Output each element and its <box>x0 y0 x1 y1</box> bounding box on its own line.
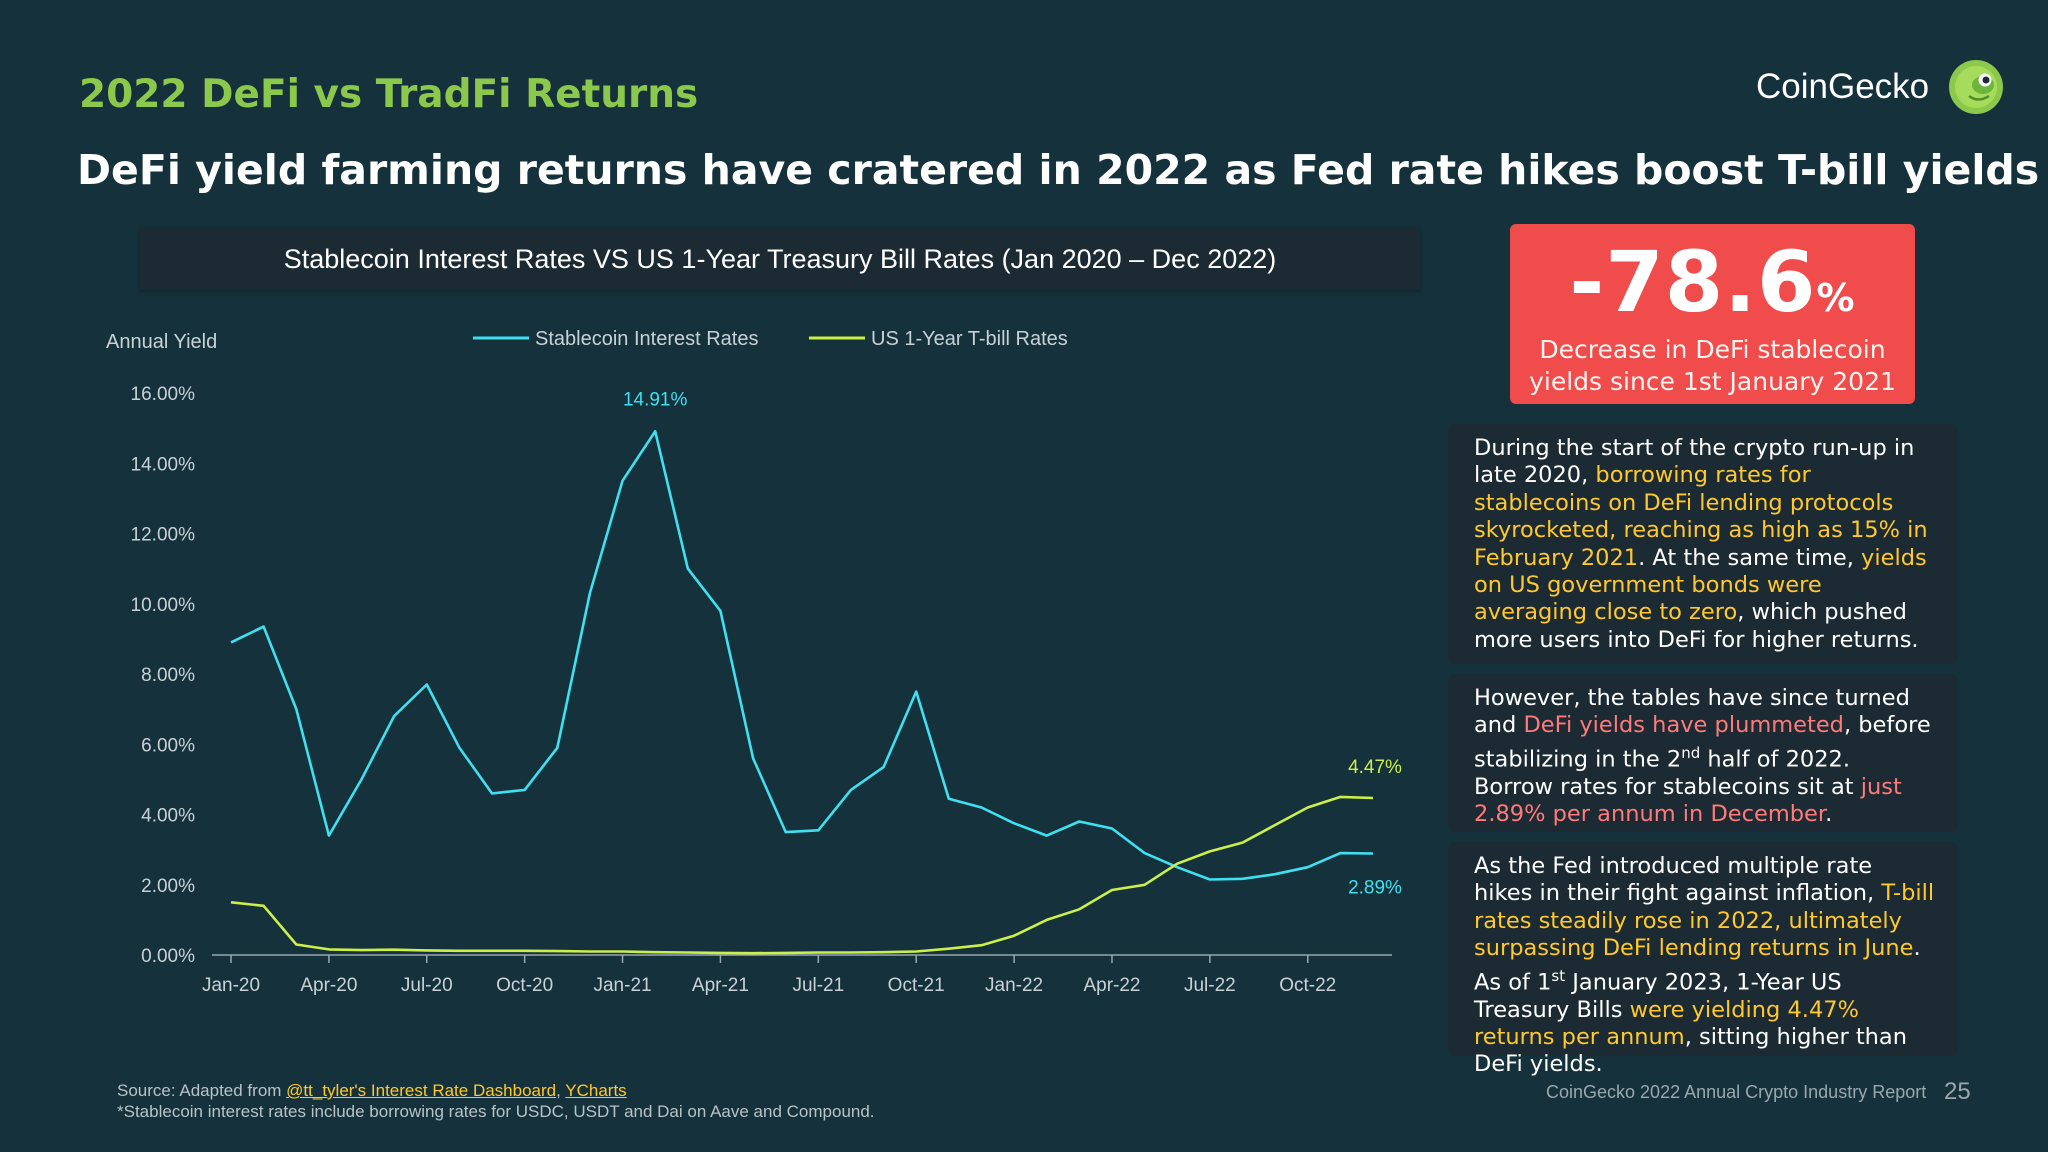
y-axis-label: Annual Yield <box>106 331 217 353</box>
legend-label: Stablecoin Interest Rates <box>535 328 758 350</box>
chart-title: Stablecoin Interest Rates VS US 1-Year T… <box>140 228 1420 290</box>
x-tick-label: Apr-20 <box>300 975 357 996</box>
source-link-ycharts[interactable]: YCharts <box>565 1081 627 1100</box>
x-tick-label: Oct-20 <box>496 975 553 996</box>
source-line: Source: Adapted from @tt_tyler's Interes… <box>117 1080 875 1101</box>
report-footer: CoinGecko 2022 Annual Crypto Industry Re… <box>1546 1082 1927 1102</box>
highlight-text: were yielding 4.47% returns per annum <box>1474 996 1859 1050</box>
y-tick-label: 10.00% <box>131 595 196 616</box>
data-label: 4.47% <box>1348 757 1402 778</box>
y-tick-label: 4.00% <box>141 806 195 827</box>
source-separator: , <box>556 1081 566 1100</box>
x-tick-label: Oct-22 <box>1279 975 1336 996</box>
legend-label: US 1-Year T-bill Rates <box>871 328 1068 350</box>
footnote: *Stablecoin interest rates include borro… <box>117 1102 875 1121</box>
stat-value: -78.6 <box>1569 233 1817 331</box>
insight-card-2: However, the tables have since turned an… <box>1448 674 1958 832</box>
stat-value-row: -78.6% <box>1510 240 1915 324</box>
stat-caption-line2: yields since 1st January 2021 <box>1529 367 1896 396</box>
body-text: . At the same time, <box>1638 544 1862 571</box>
body-text: During the start of the crypto run-up in… <box>1474 435 1915 489</box>
insight-text: However, the tables have since turned an… <box>1474 685 1936 829</box>
series-line-2 <box>230 795 1374 955</box>
y-tick-label: 0.00% <box>141 946 195 967</box>
line-chart: Annual Yield 0.00% 2.00% 4.00% 6.00% 8.00% 10.… <box>106 328 1402 996</box>
section-title: 2022 DeFi vs TradFi Returns <box>79 72 699 117</box>
y-tick-label: 2.00% <box>141 876 195 897</box>
y-tick-label: 14.00% <box>131 454 196 475</box>
data-label: 14.91% <box>623 389 688 410</box>
stat-caption: Decrease in DeFi stablecoin yields since… <box>1510 334 1915 398</box>
insight-card-3: As the Fed introduced multiple rate hike… <box>1448 842 1958 1077</box>
x-tick-label: Jan-21 <box>593 975 651 996</box>
data-label: 2.89% <box>1348 877 1402 898</box>
body-text: st <box>1551 966 1566 985</box>
stat-card: -78.6% Decrease in DeFi stablecoin yield… <box>1510 224 1915 404</box>
source-note: Source: Adapted from @tt_tyler's Interes… <box>117 1080 875 1122</box>
y-tick-label: 6.00% <box>141 735 195 756</box>
stat-unit: % <box>1816 276 1856 320</box>
body-text: As the Fed introduced multiple rate hike… <box>1474 853 1882 907</box>
page-number: 25 <box>1944 1078 1971 1105</box>
body-text: January 2023, 1-Year US Treasury Bills <box>1474 969 1842 1023</box>
series-line-1 <box>230 429 1374 881</box>
insight-text: As the Fed introduced multiple rate hike… <box>1474 853 1936 1079</box>
gecko-logo-icon <box>1949 60 2004 114</box>
body-text: However, the tables have since turned an… <box>1474 685 1910 739</box>
brand-name: CoinGecko <box>1756 67 1930 106</box>
x-tick-label: Jul-21 <box>792 975 844 996</box>
highlight-text: yields on US government bonds were avera… <box>1474 544 1927 626</box>
x-tick-label: Apr-22 <box>1083 975 1140 996</box>
stat-caption-line1: Decrease in DeFi stablecoin <box>1539 335 1886 364</box>
body-text: , before stabilizing in the 2 <box>1474 712 1931 773</box>
x-tick-label: Jan-22 <box>985 975 1043 996</box>
body-text: . <box>1825 801 1833 828</box>
insight-text: During the start of the crypto run-up in… <box>1474 435 1936 654</box>
highlight-text: DeFi yields have plummeted <box>1523 712 1844 739</box>
highlight-text: just 2.89% per annum in December <box>1474 773 1902 828</box>
x-tick-label: Jul-22 <box>1184 975 1236 996</box>
highlight-text: borrowing rates for stablecoins on DeFi … <box>1474 462 1928 571</box>
body-text: . As of 1 <box>1474 935 1921 996</box>
brand: CoinGecko <box>1756 58 2005 116</box>
source-link-dashboard[interactable]: @tt_tyler's Interest Rate Dashboard <box>286 1081 557 1100</box>
body-text: , which pushed more users into DeFi for … <box>1474 599 1919 653</box>
x-tick-label: Jul-20 <box>401 975 453 996</box>
y-tick-label: 8.00% <box>141 665 195 686</box>
body-text: , sitting higher than DeFi yields. <box>1474 1023 1907 1078</box>
x-tick-label: Apr-21 <box>692 975 749 996</box>
source-prefix: Source: Adapted from <box>117 1081 287 1100</box>
body-text: half of 2022. Borrow rates for stablecoi… <box>1474 746 1861 800</box>
headline: DeFi yield farming returns have cratered… <box>77 146 2040 194</box>
x-tick-label: Oct-21 <box>888 975 945 996</box>
y-tick-label: 12.00% <box>131 525 196 546</box>
insight-card-1: During the start of the crypto run-up in… <box>1448 424 1958 664</box>
highlight-text: T-bill rates steadily rose in 2022, ulti… <box>1474 880 1935 962</box>
y-tick-label: 16.00% <box>131 384 196 405</box>
x-tick-label: Jan-20 <box>202 975 260 996</box>
body-text: nd <box>1681 743 1701 762</box>
